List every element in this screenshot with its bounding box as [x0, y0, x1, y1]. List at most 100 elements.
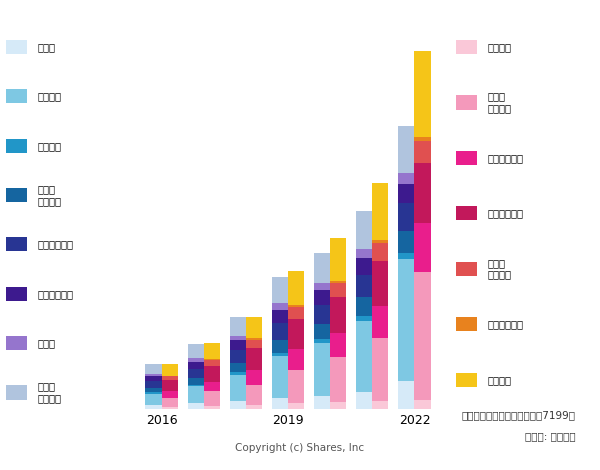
Bar — [330, 281, 346, 283]
Bar — [373, 243, 388, 261]
Bar — [145, 376, 161, 381]
Bar — [330, 238, 346, 281]
Bar — [246, 339, 262, 348]
Bar — [272, 356, 288, 398]
Bar — [356, 211, 373, 249]
Bar — [203, 391, 220, 406]
Bar — [230, 317, 246, 336]
Bar — [330, 283, 346, 298]
Bar — [246, 317, 262, 338]
Bar — [246, 370, 262, 384]
Bar — [314, 396, 330, 409]
Bar — [330, 402, 346, 409]
Bar — [415, 137, 431, 141]
Bar — [230, 350, 246, 363]
Bar — [373, 183, 388, 240]
Text: その他
固定資産: その他 固定資産 — [38, 382, 62, 403]
Bar — [373, 240, 388, 243]
Bar — [415, 51, 431, 137]
Bar — [188, 403, 203, 409]
Bar — [415, 272, 431, 400]
Bar — [288, 369, 304, 403]
Bar — [230, 372, 246, 375]
Bar — [161, 364, 178, 376]
Bar — [373, 261, 388, 306]
Bar — [188, 386, 203, 403]
Text: 棚卸資産: 棚卸資産 — [38, 141, 62, 151]
Text: 有形固定資産: 有形固定資産 — [38, 239, 74, 250]
Text: Copyright (c) Shares, Inc: Copyright (c) Shares, Inc — [235, 443, 365, 453]
Bar — [246, 384, 262, 405]
Bar — [272, 339, 288, 352]
Bar — [203, 359, 220, 360]
Bar — [314, 290, 330, 306]
Bar — [203, 360, 220, 366]
Bar — [398, 231, 415, 253]
Bar — [203, 382, 220, 391]
Bar — [288, 349, 304, 369]
Bar — [230, 363, 246, 372]
Bar — [356, 249, 373, 258]
Bar — [314, 253, 330, 283]
Bar — [330, 333, 346, 357]
Bar — [356, 258, 373, 275]
Bar — [373, 401, 388, 409]
Bar — [230, 375, 246, 401]
Bar — [161, 398, 178, 407]
Bar — [398, 184, 415, 203]
Text: （単位: 百万円）: （単位: 百万円） — [526, 431, 576, 441]
Bar — [288, 307, 304, 319]
Bar — [230, 340, 246, 350]
Bar — [415, 141, 431, 163]
Bar — [188, 344, 203, 358]
Text: 売上債権: 売上債権 — [38, 91, 62, 102]
Bar — [314, 339, 330, 343]
Bar — [288, 403, 304, 409]
Bar — [356, 392, 373, 409]
Bar — [203, 366, 220, 382]
Bar — [203, 406, 220, 409]
Bar — [161, 407, 178, 409]
Text: 無形固定資産: 無形固定資産 — [38, 289, 74, 299]
Bar — [415, 400, 431, 409]
Bar — [398, 253, 415, 259]
Bar — [246, 405, 262, 409]
Bar — [145, 394, 161, 405]
Text: その他
固定負債: その他 固定負債 — [488, 258, 512, 280]
Text: プレミアグループ株式会社（7199）: プレミアグループ株式会社（7199） — [462, 410, 576, 420]
Text: その他
流動資産: その他 流動資産 — [38, 184, 62, 206]
Bar — [330, 357, 346, 402]
Bar — [398, 259, 415, 381]
Bar — [398, 126, 415, 172]
Bar — [188, 368, 203, 378]
Bar — [230, 401, 246, 409]
Bar — [145, 388, 161, 392]
Bar — [188, 384, 203, 386]
Bar — [272, 277, 288, 303]
Bar — [272, 310, 288, 323]
Bar — [398, 381, 415, 409]
Bar — [398, 172, 415, 184]
Text: 長期借入金等: 長期借入金等 — [488, 208, 524, 219]
Bar — [314, 343, 330, 396]
Bar — [246, 338, 262, 339]
Bar — [272, 398, 288, 409]
Text: 株主資本: 株主資本 — [488, 375, 512, 385]
Bar — [145, 381, 161, 388]
Text: 短期借入金等: 短期借入金等 — [488, 153, 524, 163]
Bar — [356, 275, 373, 298]
Bar — [415, 163, 431, 223]
Bar — [314, 306, 330, 324]
Bar — [145, 392, 161, 394]
Bar — [230, 336, 246, 340]
Bar — [373, 337, 388, 401]
Bar — [145, 374, 161, 376]
Bar — [161, 391, 178, 398]
Bar — [246, 348, 262, 370]
Bar — [188, 378, 203, 384]
Bar — [272, 303, 288, 310]
Bar — [288, 271, 304, 305]
Text: 投資等: 投資等 — [38, 338, 56, 348]
Bar — [330, 298, 346, 333]
Bar — [161, 380, 178, 391]
